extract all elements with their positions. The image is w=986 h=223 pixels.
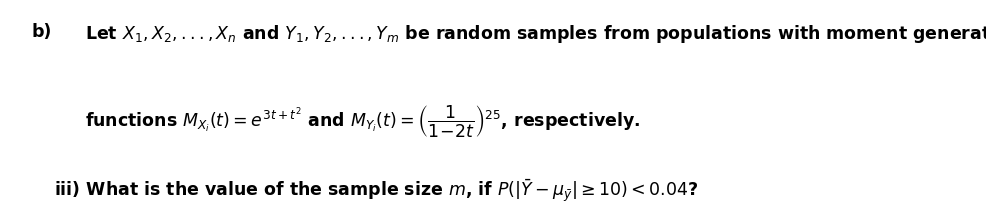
Text: Let $X_1, X_2, ..., X_n$ and $Y_1, Y_2, ..., Y_m$ be random samples from populat: Let $X_1, X_2, ..., X_n$ and $Y_1, Y_2, … bbox=[85, 23, 986, 45]
Text: iii) What is the value of the sample size $m$, if $P(|\bar{Y} - \mu_{\bar{y}}| \: iii) What is the value of the sample siz… bbox=[53, 177, 697, 204]
Text: functions $M_{X_i}(t) = e^{3t+t^2}$ and $M_{Y_i}(t) = \left(\dfrac{1}{1\!-\!2t}\: functions $M_{X_i}(t) = e^{3t+t^2}$ and … bbox=[85, 103, 639, 139]
Text: b): b) bbox=[32, 23, 52, 41]
